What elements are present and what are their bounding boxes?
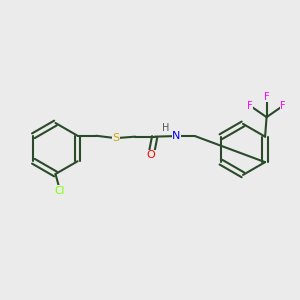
Text: F: F: [264, 92, 269, 102]
Text: N: N: [172, 131, 181, 141]
Text: Cl: Cl: [55, 185, 65, 196]
Text: F: F: [247, 101, 253, 111]
Text: H: H: [162, 123, 169, 133]
Text: O: O: [147, 150, 155, 160]
Text: S: S: [112, 133, 119, 143]
Text: F: F: [280, 101, 286, 111]
